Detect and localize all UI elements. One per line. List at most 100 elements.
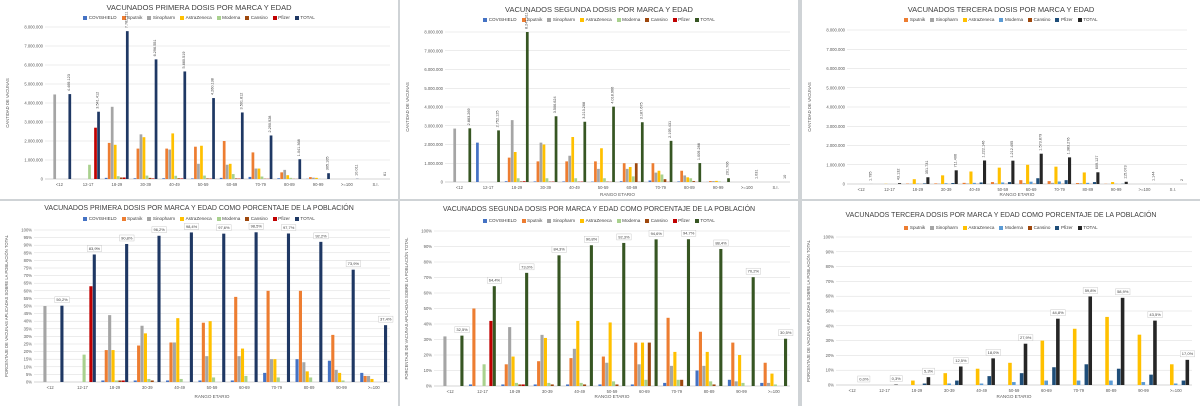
bar-pfizer-100 [1181, 380, 1186, 385]
bar-covishield-50-59 [198, 380, 202, 382]
bar-chart-segunda-dosis-porcentaje: 0% 10% 20% 30% 40% 50% 60% 70% 80% 90% 100% 32,5% <1… [404, 229, 794, 399]
y-tick-label: 70% [424, 275, 433, 280]
legend-label: TOTAL [700, 218, 715, 223]
legend-label: Sputnik [909, 17, 926, 22]
legend-item-astrazeneca: AstraZeneca [180, 15, 212, 20]
y-axis-title: CANTIDAD DE VACUNAS [405, 82, 410, 132]
data-label-box [745, 267, 761, 275]
x-tick-label: 18-29 [512, 185, 523, 190]
x-tick-label: 30-39 [140, 182, 151, 187]
bar-sinopharm-90-99 [734, 381, 738, 386]
bar-sinopharm-30-39 [140, 325, 144, 382]
bar-moderna-30-39 [545, 178, 549, 182]
data-label-total: 1.795 [868, 171, 872, 181]
y-tick-label: 10% [424, 368, 433, 373]
bar-covishield-30-39 [133, 178, 137, 179]
legend-item-moderna: Moderna [999, 225, 1023, 230]
bar-pfizer-18-29 [521, 384, 525, 386]
x-tick-label: 60-69 [627, 185, 638, 190]
bar-total-90-99 [1153, 320, 1157, 385]
bar-astrazeneca-90-99 [1137, 334, 1142, 385]
data-label-total: 5.660.519 [182, 52, 186, 69]
bar-moderna-60-69 [244, 375, 248, 382]
legend-item-pfizer: Pfizer [672, 218, 690, 223]
bar-astrazeneca-50-59 [997, 167, 1001, 184]
bar-astrazeneca-60-69 [640, 342, 645, 386]
data-label-total: 1.144 [1152, 171, 1156, 181]
bar-cansino-40-49 [177, 178, 181, 179]
bar-sputnik-60-69 [234, 296, 238, 382]
y-tick-label: 35% [24, 326, 33, 331]
legend-item-sputnik: Sputnik [121, 216, 142, 221]
legend-label: Cansino [250, 15, 268, 20]
chart-panel-segunda-dosis: VACUNADOS SEGUNDA DOSIS POR MARCA Y EDAD… [400, 0, 798, 199]
y-tick-label: 65% [24, 281, 33, 286]
bar-moderna-40-49 [579, 382, 583, 386]
y-tick-label: 100% [21, 228, 32, 233]
y-axis-title: PORCENTAJE DE VACUNAS APLICADAS SOBRE LA… [4, 234, 9, 377]
y-tick-label: 70% [24, 273, 33, 278]
y-tick-label: 0 [441, 180, 444, 185]
bar-covishield-80-89 [295, 359, 299, 382]
bar-sputnik-80-89 [1075, 183, 1080, 184]
bar-covishield-60-69 [619, 181, 623, 182]
legend-label: Sputnik [527, 218, 543, 223]
bar-covishield-90-99 [727, 379, 731, 386]
x-tick-label: 50-59 [207, 385, 218, 390]
y-axis-title: CANTIDAD DE VACUNAS [807, 82, 812, 132]
bar-sputnik-40-49 [165, 148, 169, 179]
data-label-total: 1.212.495 [1010, 141, 1014, 158]
data-label-box [486, 276, 502, 284]
bar-astrazeneca-70-79 [657, 170, 661, 182]
legend-item-total: TOTAL [1077, 225, 1098, 230]
bar-total-30-39 [154, 59, 158, 179]
bar-sputnik-40-49 [565, 161, 569, 182]
y-tick-label: 8.000.000 [424, 30, 443, 35]
x-tick-label: 80-89 [284, 182, 295, 187]
bar-covishield-18-29 [501, 384, 505, 386]
x-tick-label: 80-89 [684, 185, 695, 190]
bar-moderna-90-99 [1141, 382, 1146, 385]
bar-total-40-49 [983, 160, 987, 184]
legend-label: AstraZeneca [585, 218, 612, 223]
bar-sinopharm-100 [767, 382, 771, 386]
data-label-box [86, 245, 102, 252]
bar-moderna-30-39 [947, 383, 951, 385]
bar-pfizer-60-69 [1036, 178, 1040, 184]
bar-astrazeneca-40-49 [171, 133, 175, 179]
bar-moderna-18-29 [516, 178, 520, 182]
y-tick-label: 30% [24, 334, 33, 339]
legend-item-total: TOTAL [1077, 17, 1098, 22]
data-label-total: 18,0% [988, 350, 1000, 355]
bar-moderna-70-79 [276, 377, 280, 382]
bar-total-40-49 [583, 121, 587, 182]
x-tick-label: 80-89 [1106, 388, 1117, 393]
bar-covishield-100 [760, 382, 764, 386]
bar-total-80-89 [719, 248, 723, 386]
bar-total-18-29 [125, 243, 129, 382]
legend-item-covishield: COVISHIELD [83, 15, 117, 20]
y-tick-label: 4.000.000 [424, 105, 443, 110]
y-tick-label: 0 [41, 177, 44, 182]
data-label-total: 3.541.412 [96, 92, 100, 109]
legend-item-sputnik: Sputnik [521, 17, 542, 22]
legend-swatch [147, 15, 152, 20]
bar-astrazeneca-90-99 [338, 372, 342, 382]
legend-item-pfizer: Pfizer [672, 17, 690, 22]
x-tick-label: 18-29 [510, 389, 521, 394]
bar-sputnik-40-49 [569, 358, 573, 386]
bar-astrazeneca-80-89 [305, 371, 309, 382]
chart-legend: Sputnik Sinopharm AstraZeneca Moderna Cansin… [802, 17, 1200, 22]
bar-total-12-17 [497, 130, 500, 182]
legend-swatch [521, 218, 526, 223]
bar-total-12 [68, 94, 72, 179]
legend-swatch [1077, 225, 1082, 230]
bar-astrazeneca-18-29 [511, 356, 515, 386]
legend-swatch [83, 216, 88, 221]
legend-label: COVISHIELD [488, 218, 517, 223]
bar-moderna-40-49 [174, 175, 178, 179]
x-tick-label: 18-29 [110, 385, 121, 390]
data-label-total: 12,5% [955, 358, 967, 363]
data-label-total: 3.506.624 [553, 96, 557, 113]
y-tick-label: 50% [24, 304, 33, 309]
